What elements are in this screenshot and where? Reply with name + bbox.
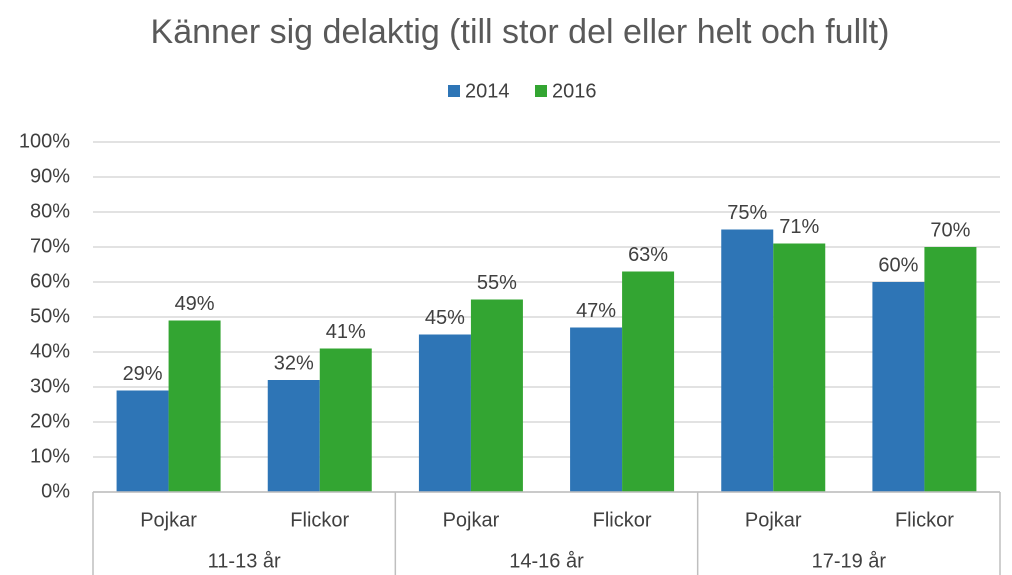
data-label: 49% [175, 293, 215, 315]
y-tick-label: 90% [30, 165, 70, 187]
x-tick-label: Pojkar [140, 509, 197, 531]
bar [622, 271, 675, 492]
legend-label: 2016 [552, 80, 597, 102]
y-tick-label: 20% [30, 410, 70, 432]
bar [773, 243, 826, 492]
y-tick-label: 100% [19, 130, 70, 152]
group-label: 11-13 år [208, 550, 281, 572]
y-tick-label: 80% [30, 200, 70, 222]
bar [319, 348, 372, 492]
data-label: 63% [628, 244, 668, 266]
data-label: 32% [274, 352, 314, 374]
group-label: 17-19 år [812, 550, 887, 572]
y-tick-label: 10% [30, 445, 70, 467]
legend-label: 2014 [465, 80, 510, 102]
x-tick-label: Flickor [593, 509, 652, 531]
bar [924, 247, 977, 492]
x-tick-label: Flickor [895, 509, 954, 531]
x-tick-label: Pojkar [745, 509, 802, 531]
y-tick-label: 60% [30, 270, 70, 292]
y-tick-label: 50% [30, 305, 70, 327]
bar [570, 327, 623, 492]
bar [116, 390, 169, 492]
data-label: 60% [878, 254, 918, 276]
bar [470, 299, 523, 492]
legend-swatch [535, 85, 547, 97]
x-tick-label: Pojkar [443, 509, 500, 531]
data-label: 29% [123, 363, 163, 385]
data-label: 45% [425, 307, 465, 329]
group-label: 14-16 år [509, 550, 584, 572]
chart-title: Känner sig delaktig (till stor del eller… [151, 13, 890, 51]
bar [267, 380, 320, 492]
data-label: 47% [576, 300, 616, 322]
y-tick-label: 40% [30, 340, 70, 362]
bar [872, 282, 925, 492]
bar [418, 334, 471, 492]
bar [721, 229, 774, 492]
data-label: 71% [779, 216, 819, 238]
y-tick-label: 30% [30, 375, 70, 397]
y-tick-label: 70% [30, 235, 70, 257]
data-label: 55% [477, 272, 517, 294]
data-label: 70% [930, 219, 970, 241]
data-label: 41% [326, 321, 366, 343]
x-tick-label: Flickor [290, 509, 349, 531]
y-tick-label: 0% [41, 480, 70, 502]
legend-swatch [448, 85, 460, 97]
bar [168, 320, 221, 492]
data-label: 75% [727, 202, 767, 224]
